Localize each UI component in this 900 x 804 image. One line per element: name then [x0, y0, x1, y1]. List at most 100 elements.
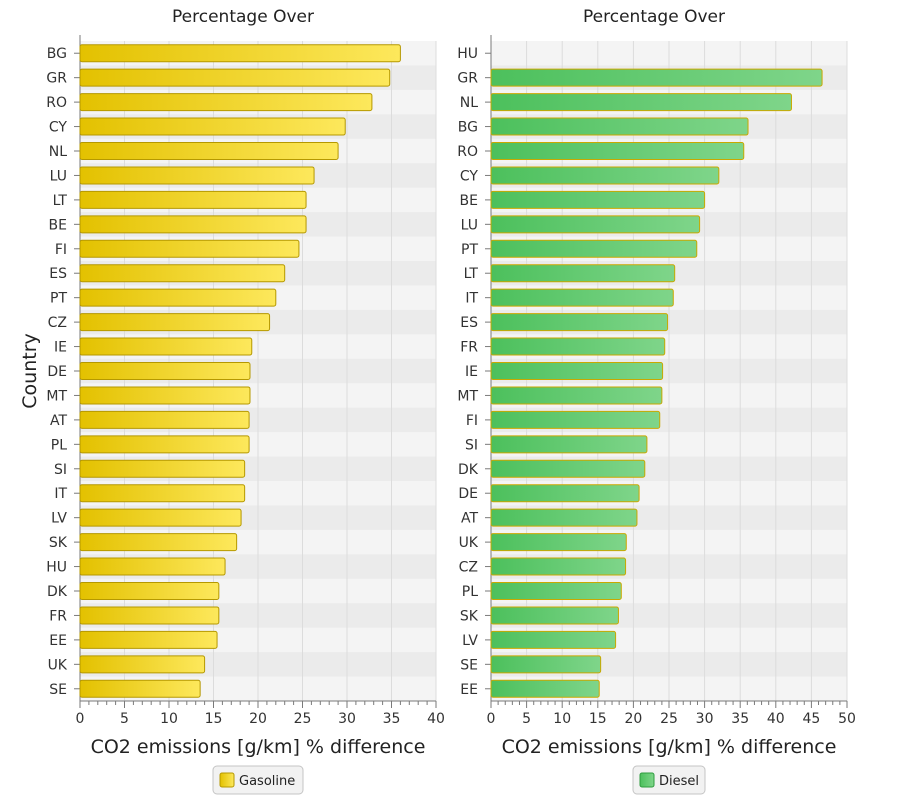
legend[interactable]: Diesel: [632, 765, 706, 795]
gasoline-bar[interactable]: [79, 362, 251, 380]
gasoline-bar[interactable]: [79, 313, 271, 332]
diesel-bar[interactable]: [490, 459, 646, 478]
diesel-bar[interactable]: [490, 557, 627, 576]
gasoline-bar[interactable]: [79, 484, 246, 503]
gasoline-bar[interactable]: [79, 68, 391, 87]
diesel-bar[interactable]: [490, 142, 745, 160]
y-tick-label: ES: [49, 266, 67, 282]
diesel-bar[interactable]: [490, 606, 619, 625]
y-tick-label: LV: [462, 633, 478, 649]
gasoline-bar[interactable]: [79, 606, 220, 625]
diesel-bar[interactable]: [490, 362, 664, 380]
y-tick-label: DK: [47, 584, 68, 600]
y-tick-label: SK: [49, 535, 68, 551]
y-tick-label: EE: [460, 682, 478, 698]
gasoline-bar[interactable]: [79, 93, 373, 112]
diesel-bar[interactable]: [490, 679, 600, 698]
x-tick-label: 40: [427, 711, 445, 727]
diesel-bar[interactable]: [490, 484, 640, 503]
gasoline-bar[interactable]: [79, 166, 315, 185]
legend[interactable]: Gasoline: [212, 765, 304, 795]
y-tick-label: BG: [47, 46, 67, 62]
gasoline-bar[interactable]: [79, 215, 307, 234]
y-tick-label: ES: [460, 315, 478, 331]
x-tick-label: 35: [731, 711, 749, 727]
diesel-bar[interactable]: [490, 435, 648, 454]
gasoline-bar[interactable]: [79, 582, 220, 600]
diesel-bar[interactable]: [490, 215, 701, 234]
gasoline-bar[interactable]: [79, 630, 218, 649]
gasoline-bar[interactable]: [79, 386, 251, 405]
gasoline-bar[interactable]: [79, 655, 206, 674]
x-tick-label: 5: [522, 711, 531, 727]
y-tick-label: NL: [49, 144, 67, 160]
diesel-bar[interactable]: [490, 239, 698, 258]
diesel-bar[interactable]: [490, 410, 661, 429]
y-tick-label: AT: [50, 413, 67, 429]
y-tick-label: BE: [49, 217, 67, 233]
diesel-bar[interactable]: [490, 288, 674, 307]
chart-title: Percentage Over: [172, 7, 314, 27]
gasoline-bar[interactable]: [79, 557, 226, 576]
x-tick-label: 25: [660, 711, 678, 727]
diesel-bar[interactable]: [490, 386, 663, 405]
gasoline-bar[interactable]: [79, 142, 339, 160]
y-tick-label: FR: [460, 340, 478, 356]
diesel-bar[interactable]: [490, 68, 823, 87]
diesel-bar[interactable]: [490, 533, 627, 552]
gasoline-bar[interactable]: [79, 117, 346, 136]
y-tick-label: SE: [460, 657, 478, 673]
diesel-bar[interactable]: [490, 630, 617, 649]
gasoline-bar[interactable]: [79, 459, 246, 478]
x-tick-label: 5: [120, 711, 129, 727]
y-tick-label: SI: [54, 462, 67, 478]
gasoline-bar[interactable]: [79, 190, 307, 209]
y-tick-label: SI: [465, 437, 478, 453]
x-axis-label: CO2 emissions [g/km] % difference: [502, 736, 837, 758]
y-tick-label: CY: [460, 168, 479, 184]
diesel-bar[interactable]: [490, 508, 638, 527]
diesel-bar[interactable]: [490, 582, 622, 600]
y-tick-label: IT: [54, 486, 67, 502]
legend-swatch: [639, 772, 655, 788]
gasoline-bar[interactable]: [79, 508, 242, 527]
gasoline-bar[interactable]: [79, 533, 238, 552]
x-tick-label: 45: [802, 711, 820, 727]
diesel-bar[interactable]: [490, 264, 676, 283]
y-tick-label: IE: [54, 340, 67, 356]
diesel-bar[interactable]: [490, 117, 749, 136]
gasoline-bar[interactable]: [79, 44, 401, 63]
gasoline-bar[interactable]: [79, 435, 250, 454]
y-tick-label: EE: [49, 633, 67, 649]
x-tick-label: 15: [589, 711, 607, 727]
legend-label: Diesel: [659, 774, 699, 789]
diesel-bar[interactable]: [490, 166, 720, 185]
y-tick-label: PT: [50, 291, 67, 307]
gasoline-bar[interactable]: [79, 337, 253, 356]
y-tick-label: LT: [464, 266, 479, 282]
gasoline-bar[interactable]: [79, 679, 201, 698]
diesel-bar[interactable]: [490, 93, 792, 112]
gasoline-bar[interactable]: [79, 288, 277, 307]
y-tick-label: DE: [47, 364, 67, 380]
legend-box[interactable]: [212, 765, 304, 795]
y-tick-label: IE: [465, 364, 478, 380]
y-tick-label: LU: [50, 168, 67, 184]
x-tick-label: 30: [696, 711, 714, 727]
diesel-bar[interactable]: [490, 337, 666, 356]
diesel-bar[interactable]: [490, 190, 706, 209]
y-tick-label: PT: [461, 242, 478, 258]
y-tick-label: FI: [466, 413, 478, 429]
x-tick-label: 0: [487, 711, 496, 727]
diesel-bar[interactable]: [490, 313, 669, 332]
y-tick-label: PL: [462, 584, 478, 600]
y-axis-label: Country: [19, 333, 41, 408]
y-tick-label: IT: [465, 291, 478, 307]
diesel-bar[interactable]: [490, 655, 602, 674]
y-tick-label: BE: [460, 193, 478, 209]
gasoline-bar[interactable]: [79, 239, 300, 258]
y-tick-label: MT: [46, 388, 67, 404]
y-tick-label: SK: [460, 608, 479, 624]
gasoline-bar[interactable]: [79, 410, 250, 429]
gasoline-bar[interactable]: [79, 264, 286, 283]
